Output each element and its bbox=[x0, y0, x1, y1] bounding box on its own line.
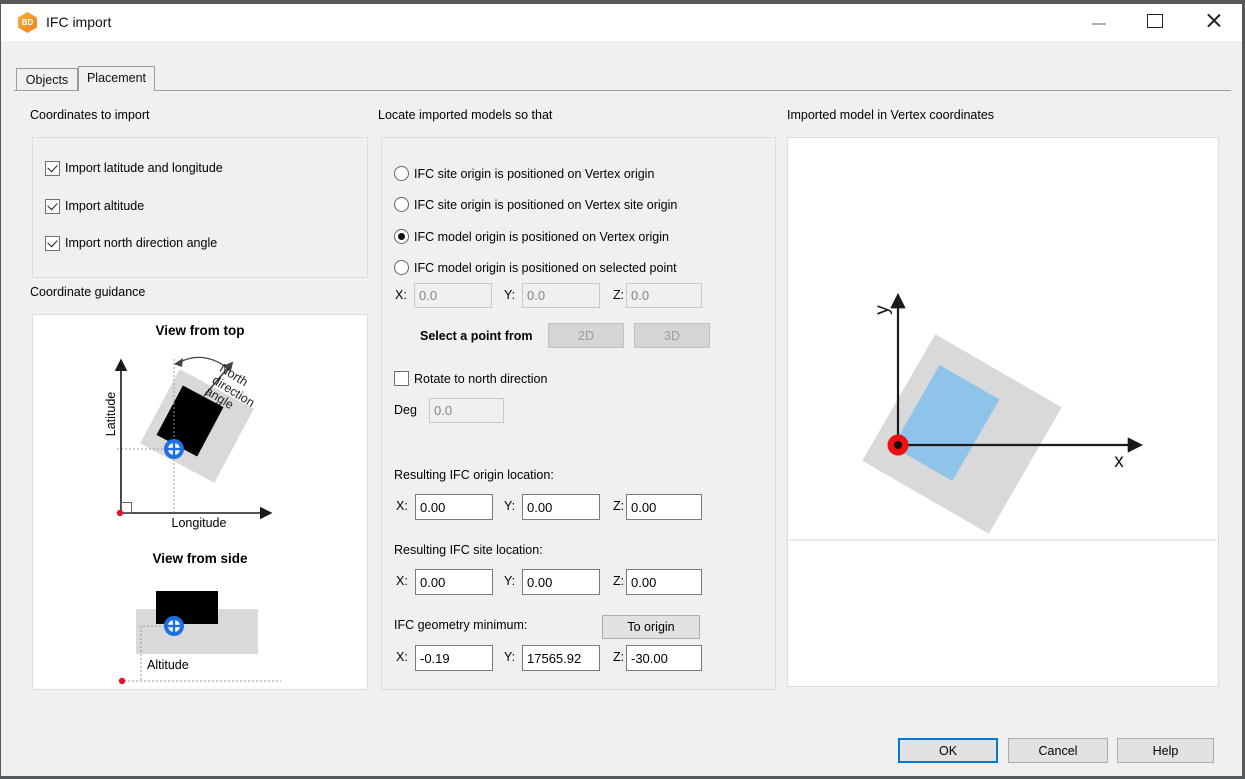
altitude-label: Altitude bbox=[147, 658, 189, 672]
model-footprint-side bbox=[156, 591, 218, 624]
cancel-button[interactable]: Cancel bbox=[1008, 738, 1108, 763]
ok-button[interactable]: OK bbox=[898, 738, 998, 763]
coordinates-groupbox: Import latitude and longitude Import alt… bbox=[32, 137, 368, 278]
checkbox-import-altitude-label: Import altitude bbox=[65, 199, 145, 213]
radio-model-on-selected-point[interactable] bbox=[394, 260, 409, 275]
radio-model-on-selected-point-label: IFC model origin is positioned on select… bbox=[414, 261, 677, 275]
checkbox-import-latlon-label: Import latitude and longitude bbox=[65, 161, 223, 175]
origin-crosshair-icon-top bbox=[164, 439, 184, 459]
preview-section-title: Imported model in Vertex coordinates bbox=[787, 108, 995, 122]
checkbox-rotate-north[interactable] bbox=[394, 371, 409, 386]
origin-location-label: Resulting IFC origin location: bbox=[394, 468, 554, 482]
site-y-input[interactable] bbox=[522, 569, 600, 595]
geomin-z-input[interactable] bbox=[626, 645, 702, 671]
deg-label: Deg bbox=[394, 403, 417, 417]
close-icon[interactable] bbox=[1206, 13, 1221, 28]
latitude-axis-label: Latitude bbox=[104, 391, 118, 437]
titlebar[interactable]: BD IFC import bbox=[1, 4, 1242, 41]
north-angle-arc bbox=[179, 356, 230, 370]
coordinates-section-title: Coordinates to import bbox=[30, 108, 150, 122]
top-view-title: View from top bbox=[155, 323, 245, 338]
selected-point-z-input bbox=[626, 283, 702, 308]
tab-objects[interactable]: Objects bbox=[16, 68, 78, 90]
help-button[interactable]: Help bbox=[1117, 738, 1214, 763]
north-angle-arc-arrowhead bbox=[174, 358, 183, 367]
radio-model-on-vertex-origin[interactable] bbox=[394, 229, 409, 244]
site-x-label: X: bbox=[396, 574, 408, 588]
guidance-section-title: Coordinate guidance bbox=[30, 285, 146, 299]
origin-red-dot-top bbox=[116, 509, 124, 517]
deg-input bbox=[429, 398, 504, 423]
to-origin-button[interactable]: To origin bbox=[602, 615, 700, 639]
geomin-y-input[interactable] bbox=[522, 645, 600, 671]
origin-crosshair-icon-side bbox=[164, 616, 184, 636]
selected-point-y-label: Y: bbox=[504, 288, 516, 302]
origin-y-input[interactable] bbox=[522, 494, 600, 520]
longitude-axis-label: Longitude bbox=[171, 516, 227, 530]
preview-model-rect bbox=[892, 365, 1000, 481]
checkbox-import-north-angle-label: Import north direction angle bbox=[65, 236, 218, 250]
radio-site-on-vertex-site-origin-label: IFC site origin is positioned on Vertex … bbox=[414, 198, 678, 212]
tabstrip-divider bbox=[14, 90, 1231, 91]
preview-x-axis-label: x bbox=[1114, 451, 1124, 472]
origin-y-label: Y: bbox=[504, 499, 516, 513]
locate-section-title: Locate imported models so that bbox=[378, 108, 553, 122]
radio-site-on-vertex-site-origin[interactable] bbox=[394, 197, 409, 212]
origin-x-label: X: bbox=[396, 499, 408, 513]
geometry-minimum-label: IFC geometry minimum: bbox=[394, 618, 528, 632]
guidance-diagram bbox=[114, 356, 281, 685]
geomin-x-input[interactable] bbox=[415, 645, 493, 671]
app-icon: BD bbox=[18, 12, 37, 33]
checkbox-rotate-north-label: Rotate to north direction bbox=[414, 372, 548, 386]
preview-y-axis-label: y bbox=[872, 305, 893, 315]
selected-point-x-input bbox=[414, 283, 492, 308]
selected-point-x-label: X: bbox=[395, 288, 407, 302]
preview-diagram bbox=[789, 292, 1217, 541]
radio-site-on-vertex-origin-label: IFC site origin is positioned on Vertex … bbox=[414, 167, 655, 181]
site-z-input[interactable] bbox=[626, 569, 702, 595]
origin-x-input[interactable] bbox=[415, 494, 493, 520]
preview-origin-dot bbox=[887, 434, 909, 456]
site-location-label: Resulting IFC site location: bbox=[394, 543, 543, 557]
origin-z-input[interactable] bbox=[626, 494, 702, 520]
site-y-label: Y: bbox=[504, 574, 516, 588]
preview-box: y x bbox=[787, 137, 1219, 687]
locate-groupbox: IFC site origin is positioned on Vertex … bbox=[381, 137, 776, 690]
geomin-x-label: X: bbox=[396, 650, 408, 664]
ifc-import-dialog: BD IFC import Objects Placement Coordina… bbox=[1, 4, 1242, 776]
tab-placement[interactable]: Placement bbox=[78, 66, 155, 91]
checkbox-import-latlon[interactable] bbox=[45, 161, 60, 176]
site-z-label: Z: bbox=[613, 574, 625, 588]
site-x-input[interactable] bbox=[415, 569, 493, 595]
select-point-2d-button: 2D bbox=[548, 323, 624, 348]
checkbox-import-north-angle[interactable] bbox=[45, 236, 60, 251]
guidance-illustration-box: View from top Latitude Longitude North d… bbox=[32, 314, 368, 690]
side-view-title: View from side bbox=[152, 551, 248, 566]
origin-red-dot-side bbox=[118, 677, 126, 685]
minimize-icon bbox=[1092, 23, 1106, 25]
geomin-y-label: Y: bbox=[504, 650, 516, 664]
window-title: IFC import bbox=[46, 14, 112, 30]
radio-model-on-vertex-origin-label: IFC model origin is positioned on Vertex… bbox=[414, 230, 669, 244]
maximize-icon[interactable] bbox=[1147, 14, 1163, 28]
origin-z-label: Z: bbox=[613, 499, 625, 513]
select-point-3d-button: 3D bbox=[634, 323, 710, 348]
geomin-z-label: Z: bbox=[613, 650, 625, 664]
right-angle-marker bbox=[121, 502, 132, 513]
radio-site-on-vertex-origin[interactable] bbox=[394, 166, 409, 181]
checkbox-import-altitude[interactable] bbox=[45, 199, 60, 214]
selected-point-y-input bbox=[522, 283, 600, 308]
selected-point-z-label: Z: bbox=[613, 288, 625, 302]
model-footprint-top bbox=[156, 385, 224, 457]
altitude-dotted-line bbox=[140, 625, 165, 681]
select-point-label: Select a point from bbox=[420, 329, 533, 343]
